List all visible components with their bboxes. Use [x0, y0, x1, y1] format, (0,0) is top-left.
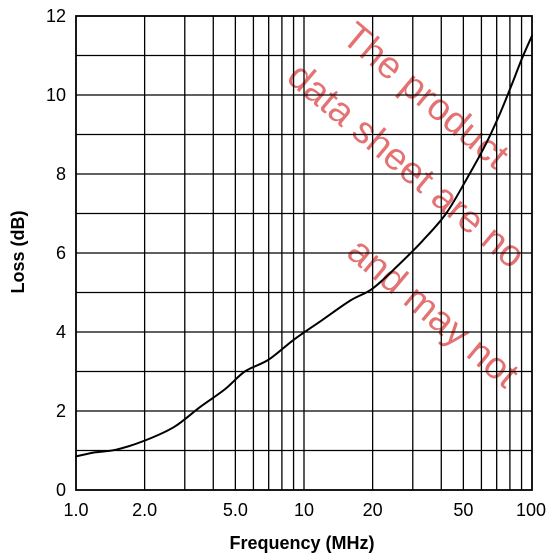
y-tick-label: 6 [56, 243, 66, 263]
x-tick-label: 50 [453, 500, 473, 520]
y-tick-label: 8 [56, 164, 66, 184]
x-axis-tick-labels: 1.0 2.0 5.0 10 20 50 100 [63, 500, 546, 520]
plot-frame [75, 15, 533, 491]
x-tick-label: 20 [363, 500, 383, 520]
grid [76, 16, 532, 490]
y-axis-title: Loss (dB) [8, 210, 28, 293]
x-tick-label: 2.0 [132, 500, 157, 520]
x-tick-label: 10 [294, 500, 314, 520]
y-tick-label: 0 [56, 480, 66, 500]
y-tick-label: 4 [56, 322, 66, 342]
series-line-0 [75, 34, 533, 458]
x-tick-label: 5.0 [223, 500, 248, 520]
y-axis-tick-labels: 0 2 4 6 8 10 12 [46, 6, 66, 500]
x-axis-title: Frequency (MHz) [229, 533, 374, 553]
y-tick-label: 2 [56, 401, 66, 421]
y-tick-label: 12 [46, 6, 66, 26]
x-tick-label: 1.0 [63, 500, 88, 520]
series-layer [75, 34, 533, 458]
x-tick-label: 100 [516, 500, 546, 520]
plot-border [75, 15, 533, 491]
y-tick-label: 10 [46, 85, 66, 105]
